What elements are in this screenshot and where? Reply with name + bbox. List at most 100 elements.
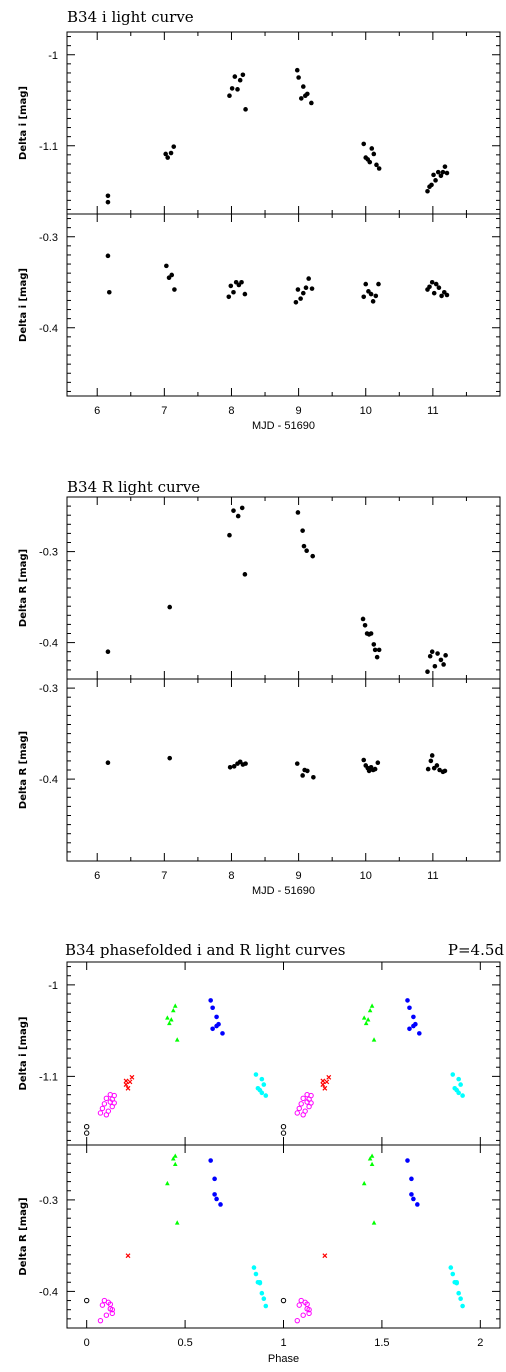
x-tick-label: 7 <box>161 405 167 417</box>
data-point <box>123 1082 129 1088</box>
data-point <box>456 1090 461 1096</box>
data-point <box>460 1303 465 1309</box>
x-axis-label: Phase <box>268 1353 299 1365</box>
data-point <box>405 1158 410 1163</box>
data-point <box>371 642 377 647</box>
data-point <box>305 768 310 774</box>
data-point <box>324 1079 330 1085</box>
data-point <box>123 1078 129 1084</box>
data-point <box>371 151 377 157</box>
data-point <box>429 279 435 285</box>
data-point <box>243 761 248 766</box>
data-point <box>435 169 441 175</box>
data-point <box>169 272 175 278</box>
data-point <box>303 285 309 291</box>
data-point <box>227 764 233 770</box>
data-point <box>369 1003 375 1008</box>
y-tick-label: -1.1 <box>39 1071 58 1083</box>
data-point <box>306 276 311 281</box>
data-point <box>363 281 369 287</box>
data-point <box>212 1176 217 1182</box>
data-point <box>109 1310 115 1317</box>
data-point <box>376 281 381 287</box>
data-point <box>438 173 444 179</box>
y-tick-label: -1.1 <box>39 141 58 153</box>
data-point <box>435 651 440 656</box>
data-point <box>105 253 111 259</box>
data-point <box>231 508 236 513</box>
data-point <box>220 1031 225 1036</box>
y-tick-label: -0.3 <box>39 1195 58 1207</box>
data-point <box>208 1158 213 1163</box>
data-point <box>280 1130 287 1136</box>
data-point <box>425 766 431 772</box>
data-point <box>427 284 432 290</box>
data-point <box>370 299 376 304</box>
data-point <box>439 293 444 299</box>
data-point <box>305 91 310 97</box>
data-point <box>172 1003 178 1008</box>
data-point <box>374 654 380 660</box>
data-point <box>125 1085 131 1091</box>
data-point <box>368 631 374 636</box>
x-tick-label: 6 <box>94 405 100 417</box>
data-point <box>366 768 372 774</box>
data-point <box>125 1253 131 1259</box>
data-point <box>107 1301 114 1307</box>
x-tick-label: 1 <box>280 1337 286 1349</box>
data-point <box>106 289 112 295</box>
data-point <box>405 998 410 1003</box>
data-point <box>433 281 439 287</box>
y-axis-label: Delta i [mag] <box>18 86 29 160</box>
data-point <box>309 100 314 106</box>
data-point <box>235 513 241 519</box>
data-point <box>105 649 111 654</box>
data-point <box>280 1124 287 1130</box>
data-point <box>444 170 450 176</box>
data-point <box>363 1020 369 1026</box>
chart-title: B34 R light curve <box>67 478 200 496</box>
data-point <box>99 1302 106 1308</box>
data-point <box>259 1076 265 1082</box>
data-point <box>411 1196 416 1202</box>
data-point <box>361 1180 367 1186</box>
data-point <box>302 1108 308 1114</box>
data-point <box>170 1156 176 1161</box>
data-point <box>360 616 366 622</box>
y-tick-label: -1 <box>48 50 58 62</box>
panel-frame <box>66 213 501 397</box>
data-point <box>440 169 446 175</box>
data-point <box>259 1090 265 1096</box>
data-point <box>444 292 450 298</box>
data-point <box>431 172 436 178</box>
data-point <box>212 1192 217 1197</box>
data-point <box>425 669 430 675</box>
data-point <box>417 1031 422 1036</box>
data-point <box>261 1296 267 1302</box>
data-point <box>294 67 300 73</box>
data-point <box>300 1312 306 1318</box>
x-tick-label: 9 <box>296 405 302 417</box>
data-point <box>301 543 307 549</box>
data-point <box>251 1265 257 1270</box>
data-point <box>368 291 374 297</box>
panel-1: -1.1 -1 Delta i [mag] <box>18 31 501 215</box>
panel-2: -0.4 -0.3 Delta R [mag] <box>18 1144 501 1329</box>
data-point <box>442 768 448 774</box>
data-point <box>407 1005 412 1011</box>
x-tick-label: 9 <box>296 870 302 882</box>
data-point <box>83 1130 90 1136</box>
data-point <box>97 1317 104 1324</box>
data-point <box>242 572 248 577</box>
chart-3: B34 phasefolded i and R light curves P=4.… <box>18 941 504 1365</box>
data-point <box>237 77 243 83</box>
data-point <box>253 1271 259 1277</box>
data-point <box>458 1082 463 1087</box>
data-point <box>372 766 378 772</box>
data-point <box>304 548 309 553</box>
data-point <box>242 291 248 297</box>
panel-1: -1.1 -1 Delta i [mag] <box>18 961 501 1146</box>
data-point <box>409 1176 414 1182</box>
data-point <box>83 1297 90 1304</box>
